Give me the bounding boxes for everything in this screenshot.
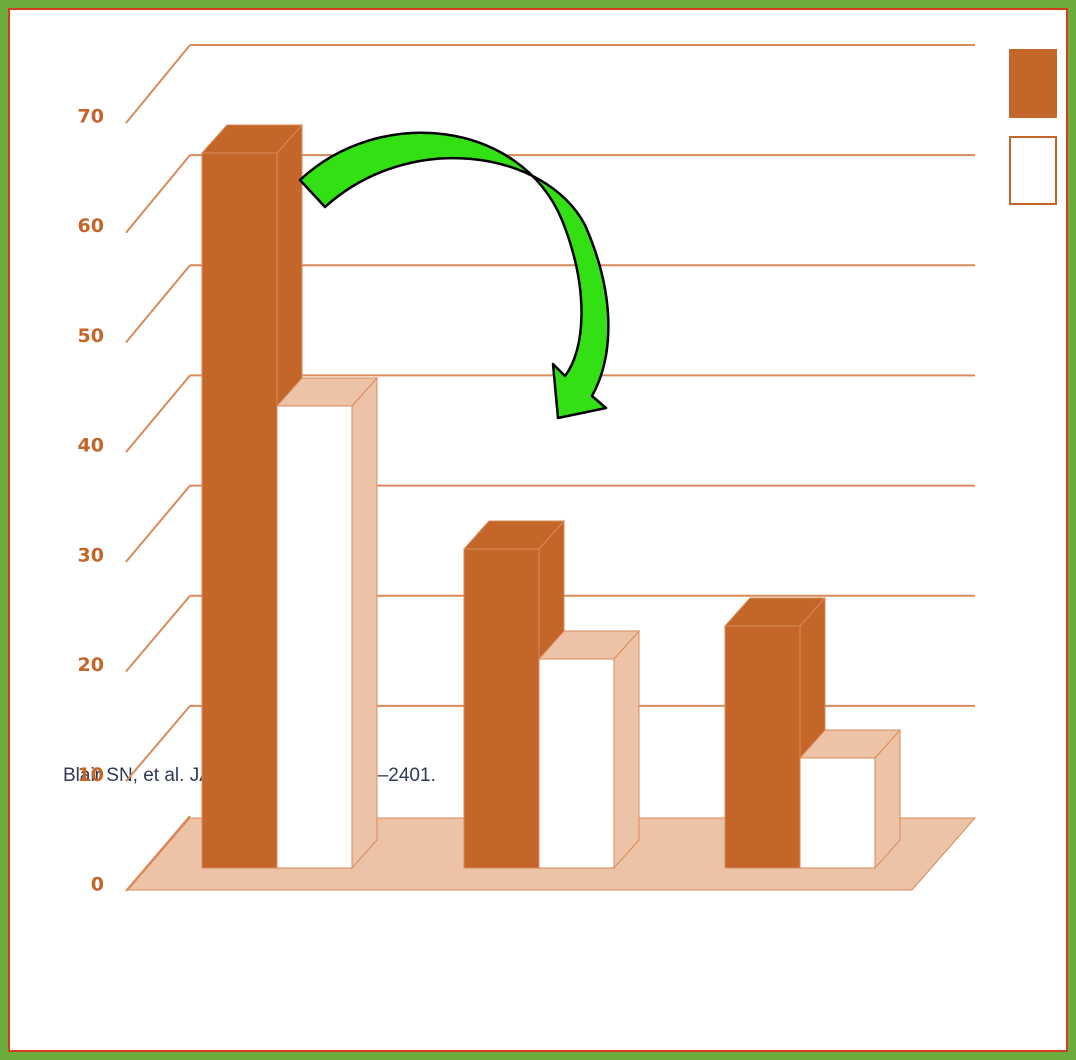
grid-line-diagonal xyxy=(125,154,191,234)
grid-line-diagonal xyxy=(125,374,191,453)
bar xyxy=(538,658,615,869)
grid-line-diagonal xyxy=(125,815,191,892)
bar xyxy=(463,548,540,869)
y-tick-label: 30 xyxy=(78,544,104,566)
arrow xyxy=(298,131,610,420)
bar xyxy=(276,405,353,869)
bar xyxy=(724,625,801,869)
grid-line-diagonal xyxy=(125,595,191,673)
y-tick-label: 40 xyxy=(78,435,104,457)
y-tick-label: 60 xyxy=(78,215,104,237)
y-tick-label: 70 xyxy=(78,106,104,128)
y-tick-label: 0 xyxy=(91,874,104,896)
grid-line-diagonal xyxy=(125,484,191,563)
bar xyxy=(201,152,278,869)
y-tick-label: 50 xyxy=(78,325,104,347)
y-tick-label: 20 xyxy=(78,654,104,676)
bar xyxy=(799,757,876,869)
legend-swatch xyxy=(1009,136,1057,205)
y-tick-label: 10 xyxy=(78,764,104,786)
bar-side xyxy=(613,629,640,870)
legend-swatch xyxy=(1009,49,1057,118)
grid-line-diagonal xyxy=(125,705,191,782)
grid-line-diagonal xyxy=(125,44,191,124)
grid-line-diagonal xyxy=(125,264,191,344)
bar-side xyxy=(351,376,378,870)
